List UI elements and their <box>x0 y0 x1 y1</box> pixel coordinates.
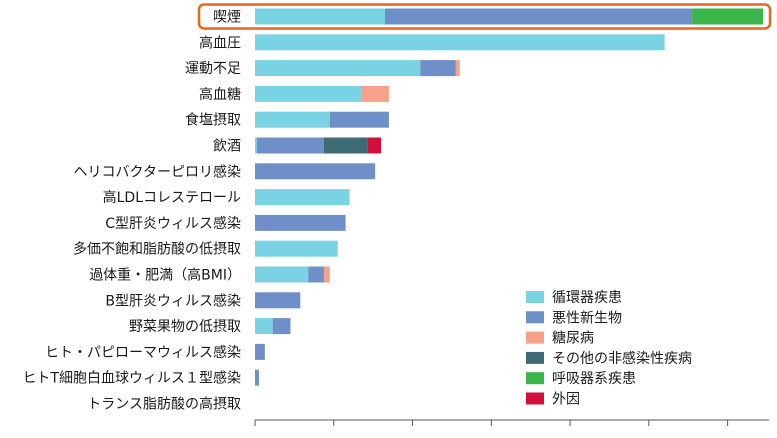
x-axis <box>254 419 769 426</box>
category-label: 高血圧 <box>199 34 241 51</box>
legend-swatch <box>526 291 544 303</box>
bar-segment-series-0-row-1 <box>255 34 665 51</box>
category-label: ヒトT細胞白血球ウィルス１型感染 <box>22 370 241 387</box>
bar-segment-series-0-row-3 <box>255 85 362 102</box>
bar-segment-series-1-row-8 <box>255 214 346 231</box>
category-label: トランス脂肪酸の高摂取 <box>87 396 241 413</box>
bar-segment-series-0-row-12 <box>255 318 273 335</box>
legend-label: 悪性新生物 <box>552 310 622 326</box>
bar-segment-series-1-row-6 <box>255 163 376 180</box>
category-label: 飲酒 <box>213 139 241 155</box>
bar-segment-series-4-row-0 <box>692 8 764 25</box>
legend-swatch <box>526 311 544 324</box>
category-labels: 喫煙高血圧運動不足高血糖食塩摂取飲酒ヘリコバクターピロリ感染高LDLコレステロー… <box>22 10 241 413</box>
bar-segment-series-0-row-10 <box>255 266 309 283</box>
highlight-layer <box>197 3 772 30</box>
bar-segment-series-1-row-5 <box>256 137 324 154</box>
legend-label: 呼吸器系疾患 <box>552 371 636 387</box>
legend-swatch <box>526 351 544 364</box>
bar-segment-series-1-row-2 <box>420 60 456 77</box>
bar-segment-series-2-row-2 <box>455 60 460 77</box>
legend-swatch <box>526 331 544 344</box>
legend-label: 循環器疾患 <box>552 290 622 306</box>
legend-swatch <box>526 392 544 405</box>
legend-label: 外因 <box>552 392 580 408</box>
bar-segment-series-0-row-2 <box>255 60 421 77</box>
bar-segment-series-1-row-0 <box>384 8 693 25</box>
legend-label: 糖尿病 <box>552 331 594 347</box>
bar-segment-series-0-row-7 <box>255 189 350 206</box>
bar-segment-series-1-row-10 <box>308 266 324 283</box>
bar-segment-series-0-row-4 <box>255 111 330 128</box>
category-label: 運動不足 <box>185 61 241 77</box>
category-label: B型肝炎ウィルス感染 <box>105 292 241 309</box>
highlight-outline <box>197 3 772 30</box>
category-label: 過体重・肥満（高BMI） <box>89 267 241 284</box>
bar-segment-series-5-row-5 <box>367 137 382 154</box>
category-label: 野菜果物の低摂取 <box>129 319 241 335</box>
category-label: 多価不飽和脂肪酸の低摂取 <box>73 241 241 258</box>
legend-label: その他の非感染性疾病 <box>552 350 692 367</box>
bar-segment-series-1-row-14 <box>255 369 259 386</box>
bar-segment-series-1-row-12 <box>272 318 291 335</box>
legend-swatch <box>526 372 544 385</box>
bar-segment-series-2-row-3 <box>361 85 389 102</box>
category-label: 喫煙 <box>213 10 241 26</box>
bar-segment-series-1-row-13 <box>255 343 265 360</box>
bar-segment-series-1-row-4 <box>329 111 389 128</box>
category-label: ヒト・パピローマウィルス感染 <box>45 344 241 361</box>
bar-segment-series-2-row-10 <box>323 266 330 283</box>
category-label: 高血糖 <box>199 86 241 103</box>
bar-segment-series-1-row-11 <box>255 292 301 309</box>
bar-segment-series-0-row-9 <box>255 240 338 257</box>
category-label: 高LDLコレステロール <box>103 189 241 206</box>
category-label: ヘリコバクターピロリ感染 <box>74 163 241 180</box>
bars-layer <box>255 8 764 386</box>
category-label: C型肝炎ウィルス感染 <box>105 215 241 232</box>
category-label: 食塩摂取 <box>185 112 241 129</box>
bar-segment-series-0-row-5 <box>255 137 257 154</box>
bar-segment-series-0-row-0 <box>255 8 385 25</box>
bar-segment-series-3-row-5 <box>323 137 368 154</box>
